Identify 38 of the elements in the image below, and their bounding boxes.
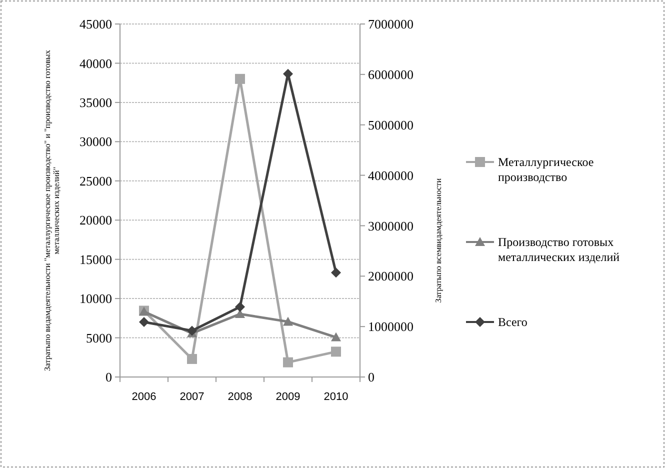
y2-tick-label: 4000000 <box>368 168 414 183</box>
x-tick-label: 2010 <box>324 391 348 403</box>
point <box>187 354 197 364</box>
x-tick-label: 2008 <box>228 391 252 403</box>
point <box>283 357 293 368</box>
point <box>283 316 293 326</box>
y-tick-label: 15000 <box>80 252 112 267</box>
y2-tick-label: 7000000 <box>368 16 414 32</box>
y-tick-label: 45000 <box>80 16 112 32</box>
y-tick-label: 35000 <box>80 94 112 110</box>
point <box>139 317 149 328</box>
y-tick-label: 30000 <box>80 134 112 150</box>
point <box>187 326 197 336</box>
x-tick-label: 2006 <box>132 391 156 403</box>
point <box>235 74 245 84</box>
y-tick-label: 10000 <box>80 291 112 306</box>
y2-tick-label: 6000000 <box>368 66 414 82</box>
y2-axis-title: Затратыпо всемвидамдеятельности <box>434 178 443 303</box>
y2-tick-label: 3000000 <box>368 218 414 234</box>
y2-tick-label: 0 <box>368 370 374 385</box>
y-tick-label: 20000 <box>80 212 112 228</box>
point <box>331 268 341 278</box>
y-axis-title: Затратыпо видамдеятельности "металлургическое производство" и "производство готовых металлических изделий" <box>43 49 61 372</box>
y2-tick-label: 2000000 <box>368 268 414 284</box>
y2-tick-label: 1000000 <box>368 319 414 334</box>
y-tick-label: 40000 <box>80 56 112 71</box>
legend-label: Производство готовых металлических изделий <box>498 235 620 264</box>
legend-label: Всего <box>498 315 528 330</box>
point <box>331 332 341 342</box>
y-tick-label: 5000 <box>86 330 112 346</box>
point <box>331 346 341 357</box>
y2-tick-label: 5000000 <box>368 117 414 132</box>
legend-label: Металлургическое производство <box>498 155 594 184</box>
y-tick-label: 0 <box>106 370 112 385</box>
y-tick-label: 25000 <box>80 173 112 188</box>
point <box>235 302 245 312</box>
x-tick-label: 2007 <box>180 391 204 403</box>
x-tick-label: 2009 <box>276 391 300 403</box>
